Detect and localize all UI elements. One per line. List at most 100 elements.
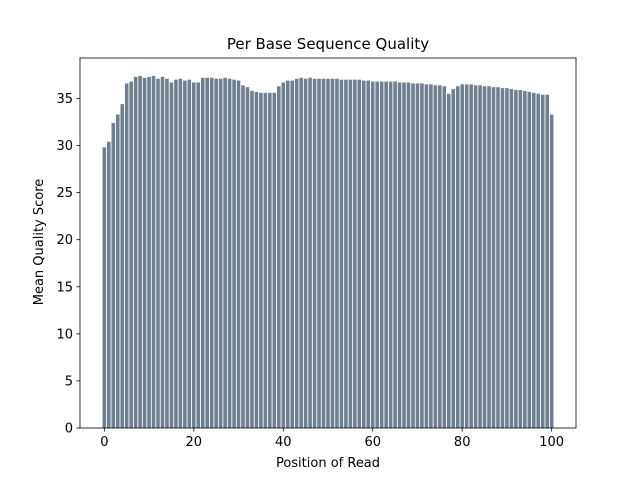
y-tick-label: 20 (56, 233, 73, 248)
bar (388, 81, 393, 428)
y-tick-label: 5 (65, 374, 73, 389)
x-tick-label: 80 (454, 435, 471, 450)
bar (491, 87, 496, 428)
bar (156, 78, 160, 429)
bar (294, 78, 299, 429)
x-tick-label: 60 (364, 435, 381, 450)
bar (165, 78, 169, 429)
bar (527, 91, 532, 428)
bar (299, 77, 303, 428)
bar (102, 147, 107, 429)
bar (151, 75, 156, 429)
bar (379, 81, 384, 428)
bar (361, 80, 366, 428)
bar (223, 77, 227, 428)
bar (317, 78, 321, 429)
bar (142, 77, 147, 428)
bar (523, 90, 527, 428)
bar (326, 78, 330, 429)
bar (384, 81, 388, 428)
y-tick-label: 35 (56, 92, 73, 107)
bar (442, 86, 447, 429)
bar (375, 81, 379, 428)
bar (402, 82, 406, 429)
bar (482, 86, 487, 429)
bar (200, 77, 205, 428)
y-tick-label: 25 (56, 186, 73, 201)
x-tick-label: 40 (275, 435, 292, 450)
bar (393, 81, 397, 428)
bar (438, 85, 442, 428)
bar (370, 81, 375, 428)
bar (330, 78, 335, 429)
x-axis-label: Position of Read (276, 456, 380, 471)
bar (133, 76, 138, 428)
bar (536, 93, 541, 428)
bar (411, 83, 415, 428)
bar (500, 88, 505, 428)
bar (487, 86, 491, 429)
bar (268, 92, 272, 429)
bar (353, 79, 357, 429)
bar (187, 79, 192, 429)
bar (446, 93, 451, 428)
bar (281, 82, 286, 429)
bar (496, 87, 500, 428)
bar (192, 82, 196, 429)
bar (308, 77, 312, 428)
bar (272, 92, 277, 429)
bar (124, 83, 129, 428)
bar (348, 79, 353, 429)
bar (245, 87, 250, 428)
bar (455, 86, 460, 429)
bar (263, 92, 268, 429)
bar (357, 79, 362, 429)
bar (473, 85, 478, 428)
bar (196, 82, 201, 429)
bar (420, 83, 424, 428)
bar (540, 94, 545, 428)
bar (505, 88, 509, 428)
bar (169, 82, 174, 429)
bar (241, 85, 245, 428)
x-tick-label: 100 (539, 435, 564, 450)
bar (285, 80, 290, 428)
bar (218, 78, 223, 429)
bar (254, 91, 259, 428)
bar (147, 76, 151, 428)
bar (111, 122, 116, 429)
bar (236, 80, 241, 428)
bar (115, 114, 120, 428)
bar (429, 84, 433, 428)
bar (209, 77, 214, 428)
y-tick-label: 10 (56, 327, 73, 342)
bar (277, 86, 281, 429)
bar (250, 90, 254, 428)
bar (460, 84, 464, 428)
bar (107, 141, 111, 428)
bar (344, 79, 348, 429)
bar (120, 104, 125, 428)
bar (232, 79, 236, 429)
bar (451, 89, 456, 429)
bar (424, 84, 429, 428)
bar (397, 82, 402, 429)
bar (129, 81, 133, 428)
bar (514, 90, 518, 428)
bar (227, 78, 232, 429)
bar (433, 85, 438, 428)
bar (259, 92, 263, 429)
bar (509, 89, 514, 429)
bar (464, 84, 469, 428)
bar (518, 90, 523, 428)
bar (478, 85, 482, 428)
bar (290, 80, 295, 428)
bar (531, 92, 536, 429)
bar (303, 78, 308, 429)
bar (174, 79, 178, 429)
bar (183, 80, 187, 428)
bar (406, 82, 411, 429)
bar (205, 77, 210, 428)
x-tick-label: 0 (100, 435, 108, 450)
